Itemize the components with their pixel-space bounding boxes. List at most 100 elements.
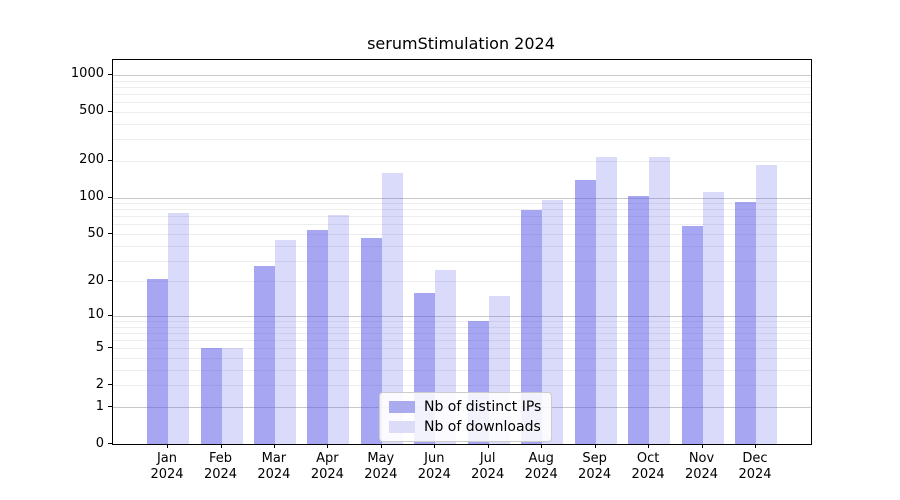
legend-item-nb-of-downloads: Nb of downloads [389,419,541,435]
y-tick-mark-100 [108,196,112,198]
x-tick-year: 2024 [524,467,558,482]
x-tick-label-jul: Jul 2024 [458,451,518,483]
x-tick-month: Nov [688,451,715,466]
y-tick-mark-10 [108,314,112,316]
gridline-300 [113,139,811,141]
x-tick-year: 2024 [150,467,184,482]
gridline-40 [113,245,811,247]
x-tick-mark-sep [594,444,596,448]
bar-nb-of-distinct-ips-apr [307,229,329,444]
x-tick-month: Jan [156,451,178,466]
x-tick-label-jan: Jan 2024 [137,451,197,483]
x-tick-month: Mar [261,451,287,466]
y-tick-label-50: 50 [87,225,104,241]
bar-nb-of-distinct-ips-oct [628,195,650,444]
x-tick-year: 2024 [310,467,344,482]
x-tick-month: Oct [636,451,660,466]
plot-area: Nb of distinct IPs Nb of downloads [112,59,812,445]
y-tick-mark-0 [108,443,112,444]
x-tick-year: 2024 [257,467,291,482]
bar-nb-of-downloads-may [381,173,403,444]
gridline-800 [113,86,811,88]
bar-nb-of-downloads-nov [702,191,724,444]
x-tick-month: May [367,451,395,466]
x-tick-label-may: May 2024 [351,451,411,483]
x-tick-year: 2024 [578,467,612,482]
gridline-3 [113,369,811,371]
gridline-20 [113,281,811,283]
gridline-60 [113,224,811,226]
gridline-4 [113,358,811,359]
x-tick-mark-feb [220,444,222,448]
gridline-9 [113,321,811,322]
bar-nb-of-distinct-ips-dec [735,201,756,444]
bar-nb-of-downloads-apr [328,214,350,444]
x-tick-month: Jun [424,451,445,466]
x-tick-mark-aug [541,444,543,448]
x-tick-label-nov: Nov 2024 [672,451,732,483]
bar-nb-of-downloads-oct [649,156,671,444]
gridline-100 [113,197,811,199]
bar-nb-of-downloads-mar [274,239,296,444]
bar-nb-of-downloads-dec [756,164,777,444]
x-tick-year: 2024 [471,467,505,482]
y-tick-mark-1000 [108,73,112,75]
y-tick-mark-2 [108,384,112,386]
gridline-30 [113,260,811,262]
legend-swatch-nb-of-downloads [389,421,415,433]
x-tick-mark-jan [167,444,168,448]
bar-nb-of-distinct-ips-aug [521,209,543,444]
x-tick-month: Dec [742,451,768,466]
bar-nb-of-distinct-ips-sep [574,179,596,444]
y-tick-label-1: 1 [95,398,104,414]
x-tick-year: 2024 [738,467,772,482]
gridline-200 [113,160,811,162]
bar-nb-of-distinct-ips-nov [681,226,703,444]
y-tick-mark-500 [108,110,112,112]
y-tick-mark-1 [108,406,112,407]
legend: Nb of distinct IPs Nb of downloads [379,392,553,442]
legend-swatch-nb-of-distinct-ips [389,401,415,413]
y-tick-label-10: 10 [87,307,104,323]
legend-item-nb-of-distinct-ips: Nb of distinct IPs [389,399,541,415]
x-tick-label-sep: Sep 2024 [565,451,625,483]
legend-label: Nb of distinct IPs [424,399,542,415]
gridline-400 [113,123,811,125]
x-tick-mark-jul [487,444,489,448]
bar-nb-of-distinct-ips-may [360,238,382,444]
gridline-700 [113,94,811,95]
y-tick-mark-20 [108,280,112,282]
gridline-8 [113,326,811,328]
y-tick-mark-5 [108,347,112,349]
y-tick-label-500: 500 [79,103,104,119]
gridline-70 [113,216,811,218]
gridline-600 [113,102,811,104]
x-tick-mark-mar [273,444,275,448]
y-tick-label-2: 2 [95,376,104,392]
x-tick-label-jun: Jun 2024 [404,451,464,483]
bar-nb-of-downloads-aug [542,200,564,444]
gridline-5 [113,348,811,350]
gridline-50 [113,234,811,235]
gridline-2 [113,385,811,387]
bar-nb-of-distinct-ips-mar [253,266,275,444]
x-tick-label-mar: Mar 2024 [244,451,304,483]
legend-label: Nb of downloads [424,419,541,435]
y-tick-label-5: 5 [95,339,104,355]
y-tick-mark-50 [108,233,112,234]
gridline-900 [113,80,811,82]
x-tick-month: Sep [582,451,607,466]
y-tick-label-1000: 1000 [70,66,104,82]
x-tick-year: 2024 [364,467,398,482]
x-tick-month: Jul [479,451,496,466]
gridline-90 [113,203,811,204]
x-tick-mark-nov [701,444,703,448]
x-tick-label-aug: Aug 2024 [511,451,571,483]
gridline-6 [113,340,811,342]
x-tick-year: 2024 [631,467,665,482]
y-tick-label-200: 200 [79,152,104,168]
chart-title: serumStimulation 2024 [367,34,555,53]
gridline-10 [113,315,811,317]
bar-nb-of-distinct-ips-jan [147,278,168,444]
